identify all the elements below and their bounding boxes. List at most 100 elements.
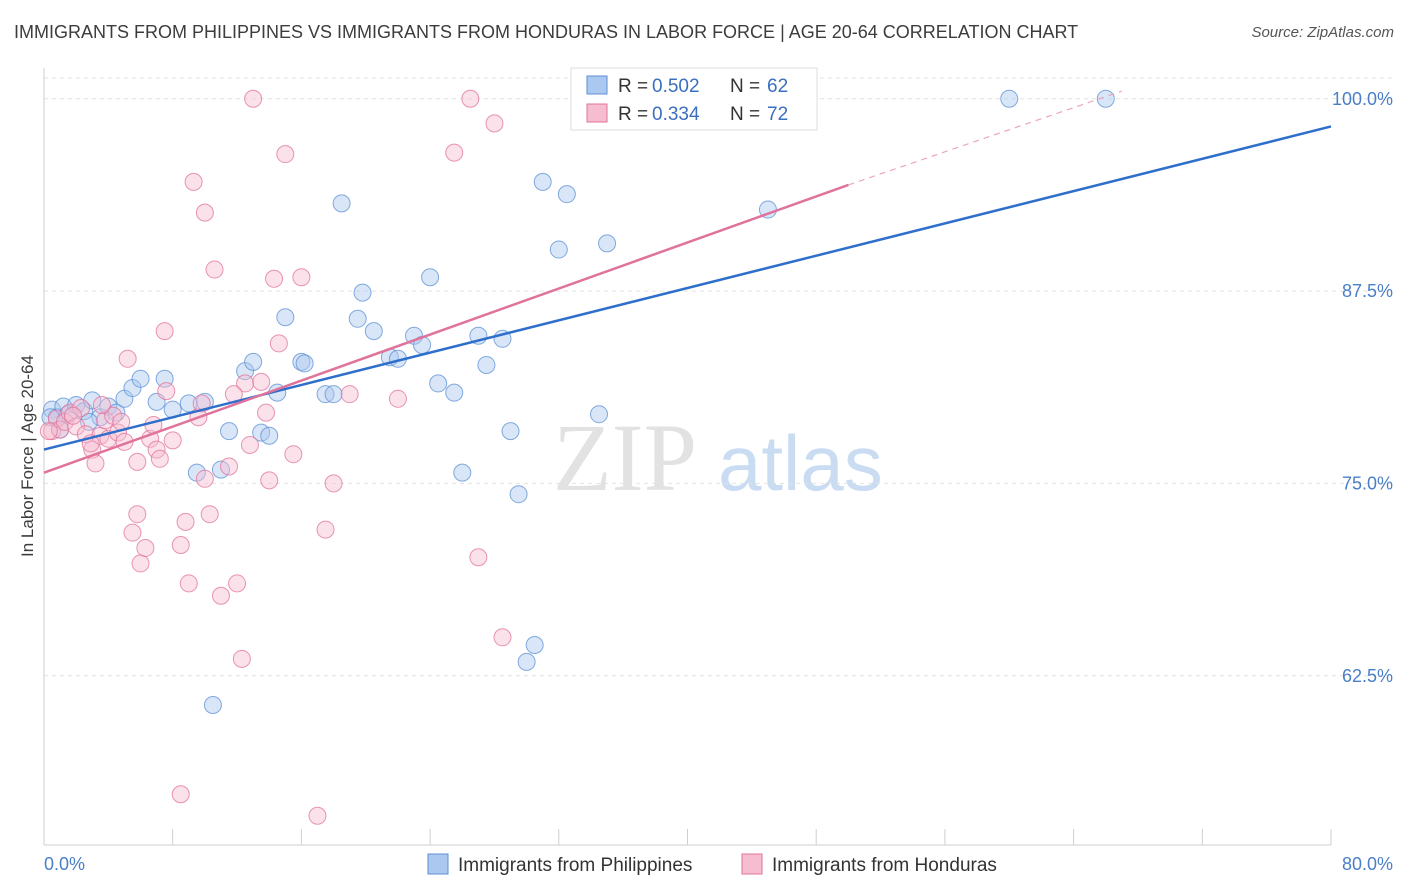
y-tick-label: 100.0% — [1332, 89, 1393, 109]
point-philippines — [353, 283, 372, 302]
point-honduras — [324, 474, 343, 493]
y-tick-label: 75.0% — [1342, 473, 1393, 493]
point-honduras — [228, 574, 247, 593]
point-philippines — [203, 695, 222, 714]
point-philippines — [41, 408, 60, 427]
trend-line-philippines — [43, 125, 1332, 451]
chart-title: IMMIGRANTS FROM PHILIPPINES VS IMMIGRANT… — [14, 22, 1079, 42]
legend-n-value-0: 62 — [767, 76, 788, 97]
point-philippines — [260, 426, 279, 445]
point-honduras — [171, 785, 190, 804]
legend-bottom-swatch-philippines — [427, 853, 449, 875]
point-honduras — [123, 523, 142, 542]
trend-lines — [43, 90, 1332, 474]
watermark: ZIP atlas — [553, 404, 883, 511]
point-philippines — [332, 194, 351, 213]
point-philippines — [590, 405, 609, 424]
point-honduras — [131, 554, 150, 573]
trend-line-honduras-extension — [848, 90, 1123, 186]
point-honduras — [195, 469, 214, 488]
y-tick-labels: 62.5% 75.0% 87.5% 100.0% — [1332, 89, 1393, 686]
legend-swatch-honduras — [586, 103, 608, 123]
point-philippines — [220, 422, 239, 441]
point-philippines — [517, 652, 536, 671]
point-honduras — [157, 382, 176, 401]
point-honduras — [92, 395, 111, 414]
legend-r-label-1: R = — [618, 104, 653, 125]
point-honduras — [284, 445, 303, 464]
legend-swatch-philippines — [586, 75, 608, 95]
point-honduras — [220, 457, 239, 476]
point-honduras — [232, 649, 251, 668]
point-honduras — [179, 574, 198, 593]
point-honduras — [269, 334, 288, 353]
point-honduras — [128, 505, 147, 524]
point-philippines — [131, 369, 150, 388]
point-philippines — [421, 268, 440, 287]
y-axis-label: In Labor Force | Age 20-64 — [18, 355, 37, 557]
legend-bottom: Immigrants from Philippines Immigrants f… — [427, 853, 997, 876]
point-honduras — [155, 322, 174, 341]
point-honduras — [252, 372, 271, 391]
point-philippines — [244, 352, 263, 371]
point-philippines — [429, 374, 448, 393]
point-honduras — [211, 586, 230, 605]
trend-line-honduras — [43, 183, 849, 474]
point-honduras — [469, 548, 488, 567]
point-philippines — [525, 635, 544, 654]
point-philippines — [501, 422, 520, 441]
point-honduras — [240, 435, 259, 454]
x-tick-label-min: 0.0% — [44, 854, 85, 874]
point-honduras — [485, 114, 504, 133]
legend-r-value-1: 0.334 — [652, 104, 700, 125]
y-tick-label: 62.5% — [1342, 666, 1393, 686]
point-honduras — [118, 349, 137, 368]
legend-bottom-swatch-honduras — [741, 853, 763, 875]
point-honduras — [292, 268, 311, 287]
point-philippines — [453, 463, 472, 482]
point-honduras — [176, 512, 195, 531]
legend-n-value-1: 72 — [767, 104, 788, 125]
point-philippines — [292, 352, 311, 371]
legend-r-value-0: 0.502 — [652, 76, 700, 97]
point-honduras — [171, 535, 190, 554]
watermark-atlas: atlas — [718, 419, 883, 507]
legend-n-label-1: N = — [730, 104, 765, 125]
point-honduras — [308, 806, 327, 825]
point-philippines — [179, 394, 198, 413]
point-honduras — [260, 471, 279, 490]
point-honduras — [265, 269, 284, 288]
point-honduras — [316, 520, 335, 539]
legend-bottom-label-philippines: Immigrants from Philippines — [458, 855, 692, 876]
point-philippines — [533, 172, 552, 191]
point-honduras — [244, 89, 263, 108]
point-honduras — [388, 389, 407, 408]
legend-n-label-0: N = — [730, 76, 765, 97]
point-philippines — [477, 355, 496, 374]
point-philippines — [598, 234, 617, 253]
point-honduras — [39, 422, 58, 441]
watermark-zip: ZIP — [553, 404, 697, 511]
point-honduras — [128, 452, 147, 471]
point-honduras — [276, 145, 295, 164]
legend-bottom-label-honduras: Immigrants from Honduras — [772, 855, 997, 876]
point-honduras — [340, 385, 359, 404]
point-honduras — [136, 539, 155, 558]
point-philippines — [276, 308, 295, 327]
point-philippines — [549, 240, 568, 259]
point-philippines — [509, 485, 528, 504]
point-philippines — [295, 354, 314, 373]
y-tick-label: 87.5% — [1342, 281, 1393, 301]
point-honduras — [67, 417, 86, 436]
legend-stats: R = 0.502 N = 62 R = 0.334 N = 72 — [570, 67, 818, 131]
point-honduras — [195, 203, 214, 222]
point-honduras — [150, 449, 169, 468]
point-honduras — [205, 260, 224, 279]
point-honduras — [63, 406, 82, 425]
series-honduras-points — [39, 89, 737, 825]
point-honduras — [236, 374, 255, 393]
point-philippines — [445, 383, 464, 402]
point-philippines — [557, 185, 576, 204]
point-honduras — [461, 89, 480, 108]
